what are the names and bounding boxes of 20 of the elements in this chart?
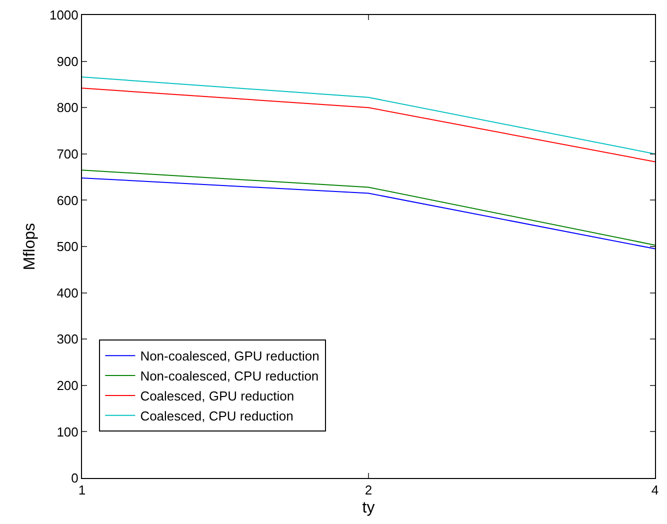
x-tick-label: 1 [78, 482, 86, 498]
y-axis-title: Mflops [21, 222, 38, 270]
y-tick-label: 300 [56, 332, 78, 347]
y-tick-label: 600 [56, 192, 78, 208]
legend-label: Non-coalesced, GPU reduction [140, 348, 320, 364]
x-tick-label: 2 [364, 482, 372, 498]
y-tick-label: 700 [56, 146, 78, 162]
y-tick-label: 800 [56, 100, 78, 116]
y-tick-label: 400 [56, 285, 78, 300]
x-axis-title: ty [362, 499, 375, 516]
y-tick-label: 1000 [49, 8, 78, 23]
y-tick-label: 100 [56, 424, 78, 440]
legend-label: Coalesced, GPU reduction [140, 388, 294, 404]
x-tick-label: 4 [651, 482, 659, 498]
y-tick-label: 200 [56, 378, 78, 393]
legend-label: Non-coalesced, CPU reduction [140, 368, 319, 384]
legend-label: Coalesced, CPU reduction [140, 408, 294, 424]
y-tick-label: 900 [56, 54, 78, 69]
y-tick-label: 0 [71, 470, 78, 486]
y-tick-label: 500 [56, 239, 78, 254]
